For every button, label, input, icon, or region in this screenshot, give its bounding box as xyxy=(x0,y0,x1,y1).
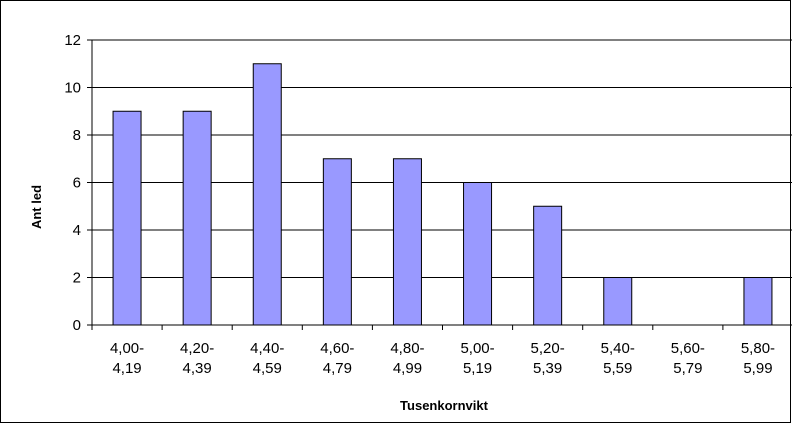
x-tick-label-4: 4,80-4,99 xyxy=(390,340,424,377)
x-tick-label-7: 5,40-5,59 xyxy=(601,340,635,377)
x-tick-label-2: 4,40-4,59 xyxy=(250,340,284,377)
y-tick-label-5: 10 xyxy=(64,80,81,97)
bar-9 xyxy=(743,277,773,326)
y-tick-label-4: 8 xyxy=(73,127,81,144)
bar-5 xyxy=(463,182,493,326)
y-tick-label-2: 4 xyxy=(73,222,81,239)
bar-4 xyxy=(392,158,422,326)
bar-2 xyxy=(252,63,282,326)
y-axis-title: Ant led xyxy=(29,185,44,229)
x-tick-label-9: 5,80-5,99 xyxy=(741,340,775,377)
x-tick-label-5: 5,00-5,19 xyxy=(460,340,494,377)
x-tick-label-1: 4,20-4,39 xyxy=(180,340,214,377)
y-tick-label-6: 12 xyxy=(64,32,81,49)
bar-7 xyxy=(603,277,633,326)
x-tick-label-0: 4,00-4,19 xyxy=(110,340,144,377)
axes xyxy=(87,39,792,330)
y-tick-label-3: 6 xyxy=(73,175,81,192)
x-tick-label-8: 5,60-5,79 xyxy=(671,340,705,377)
y-tick-label-0: 0 xyxy=(73,317,81,334)
bar-3 xyxy=(322,158,352,326)
bar-0 xyxy=(112,110,142,326)
x-tick-label-6: 5,20-5,39 xyxy=(531,340,565,377)
x-tick-labels: 4,00-4,19 4,20-4,39 4,40-4,59 4,60-4,79 4,80… xyxy=(110,340,775,377)
bar-1 xyxy=(182,110,212,326)
x-tick-label-3: 4,60-4,79 xyxy=(320,340,354,377)
bars xyxy=(112,63,773,326)
x-axis-title: Tusenkornvikt xyxy=(400,398,489,413)
bar-6 xyxy=(533,205,563,326)
y-tick-label-1: 2 xyxy=(73,270,81,287)
y-tick-labels: 0 2 4 6 8 10 12 xyxy=(64,32,81,334)
